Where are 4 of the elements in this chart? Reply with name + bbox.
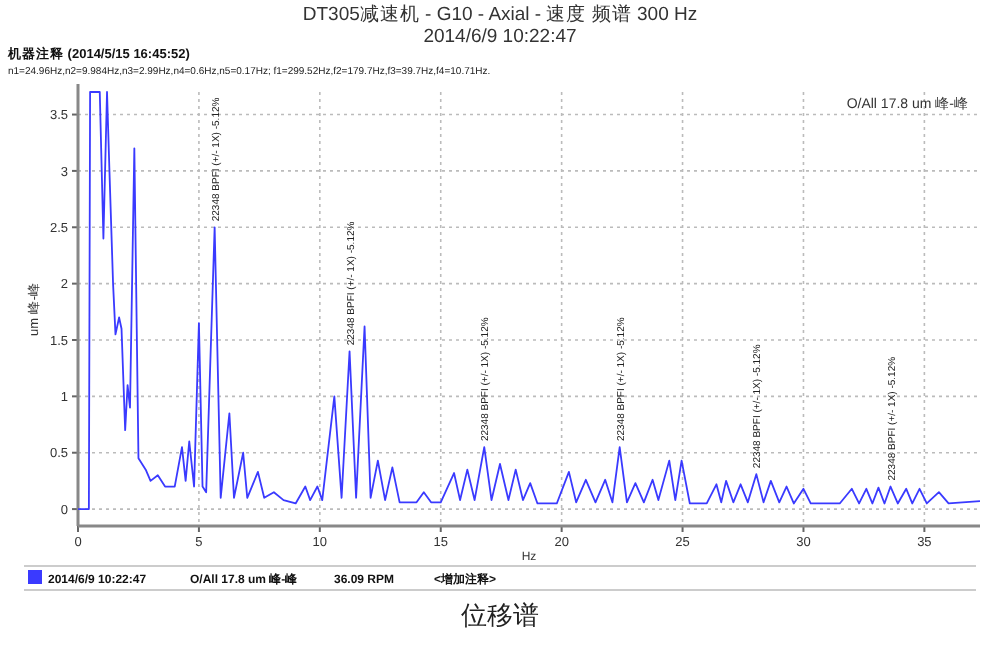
line-series <box>78 91 980 510</box>
text: 位移谱 <box>461 602 539 632</box>
chart-subtitle: 2014/6/9 10:22:47 <box>423 26 577 48</box>
chart-title: DT305减速机 - G10 - Axial - 速度 频谱 300 Hz <box>302 2 698 26</box>
